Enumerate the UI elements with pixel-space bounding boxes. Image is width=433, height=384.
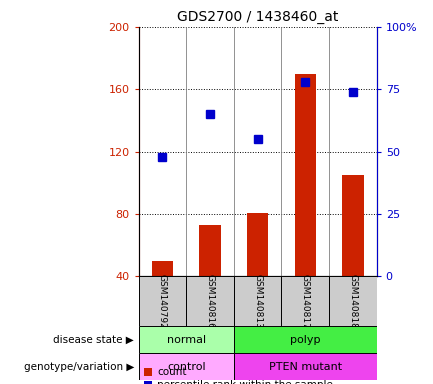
Text: GSM140818: GSM140818 [349,274,357,329]
Bar [139,326,234,353]
Bar [139,276,186,326]
Text: GSM140792: GSM140792 [158,274,167,329]
Bar [199,225,221,276]
Text: control: control [167,362,206,372]
Bar [152,261,173,276]
Bar [234,326,377,353]
Text: disease state ▶: disease state ▶ [54,335,134,345]
Text: GSM140816: GSM140816 [206,274,214,329]
Bar [294,74,316,276]
Text: PTEN mutant: PTEN mutant [269,362,342,372]
Bar [139,353,234,380]
Text: polyp: polyp [290,335,320,345]
Legend: count, percentile rank within the sample: count, percentile rank within the sample [144,367,333,384]
Bar [342,175,364,276]
Text: GSM140813: GSM140813 [253,274,262,329]
Bar [234,276,281,326]
Bar [329,276,377,326]
Bar [247,212,268,276]
Text: GSM140817: GSM140817 [301,274,310,329]
Bar [186,276,234,326]
Bar [281,276,329,326]
Title: GDS2700 / 1438460_at: GDS2700 / 1438460_at [177,10,338,25]
Text: genotype/variation ▶: genotype/variation ▶ [24,362,134,372]
Bar [234,353,377,380]
Text: normal: normal [167,335,206,345]
